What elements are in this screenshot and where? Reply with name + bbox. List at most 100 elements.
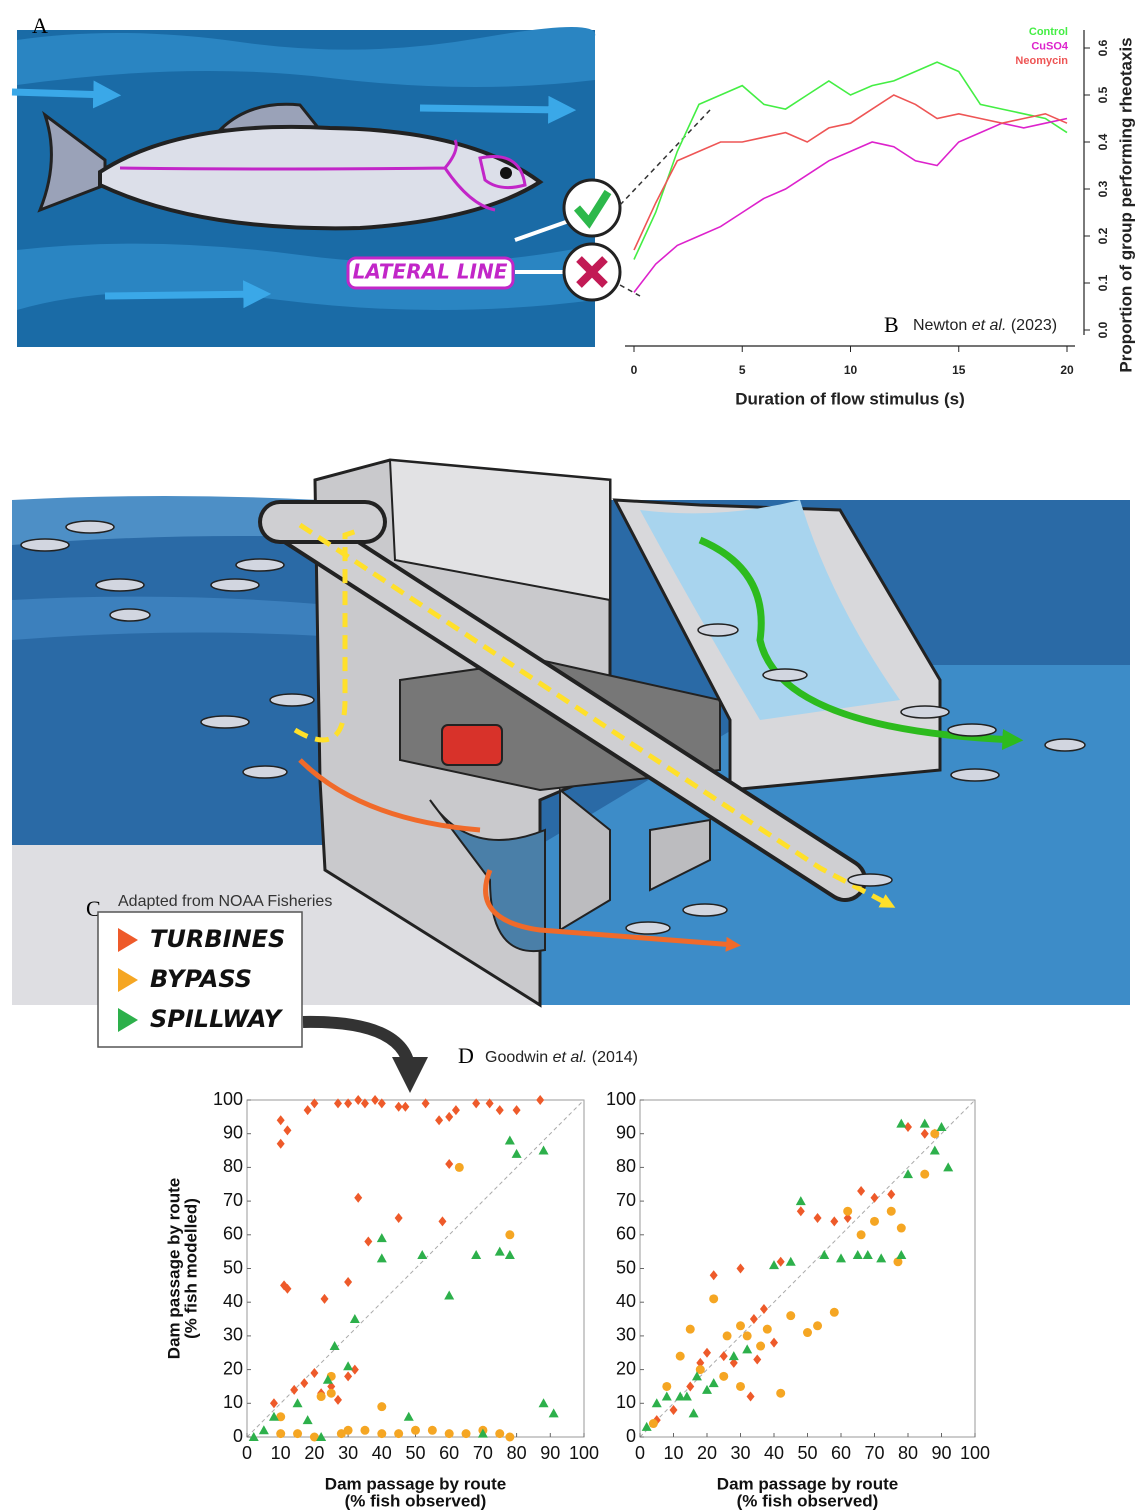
- series-line: [634, 62, 1067, 259]
- x-tick-label: 50: [405, 1443, 425, 1463]
- x-tick-label: 0: [631, 363, 638, 377]
- point: [736, 1321, 745, 1330]
- y-tick-label: 30: [616, 1325, 636, 1345]
- point: [411, 1426, 420, 1435]
- point: [830, 1308, 839, 1317]
- x-tick-label: 10: [844, 363, 858, 377]
- citation-etal: et al.: [972, 317, 1007, 334]
- y-tick-label: 100: [606, 1089, 636, 1109]
- eye: [500, 167, 512, 179]
- point: [676, 1352, 685, 1361]
- point: [736, 1382, 745, 1391]
- y-tick-label: 10: [616, 1392, 636, 1412]
- y-tick-label: 40: [616, 1291, 636, 1311]
- point: [887, 1207, 896, 1216]
- point: [662, 1382, 671, 1391]
- panel-label: A: [32, 13, 48, 38]
- x-tick-label: 50: [797, 1443, 817, 1463]
- x-tick-label: 20: [304, 1443, 324, 1463]
- x-tick-label: 80: [507, 1443, 527, 1463]
- point: [686, 1325, 695, 1334]
- x-tick-label: 20: [1060, 363, 1074, 377]
- panel-label: D: [458, 1043, 474, 1068]
- x-tick-label: 15: [952, 363, 966, 377]
- point: [462, 1429, 471, 1438]
- y-axis-title: (% fish modelled): [181, 1198, 200, 1339]
- flow-arrow: [12, 92, 110, 95]
- citation-year: (2023): [1011, 317, 1057, 334]
- point: [897, 1224, 906, 1233]
- legend-label: Control: [1029, 26, 1068, 38]
- point: [394, 1429, 403, 1438]
- y-tick-label: 50: [616, 1257, 636, 1277]
- x-tick-label: 40: [372, 1443, 392, 1463]
- series-line: [634, 119, 1067, 293]
- y-tick-label: 20: [616, 1358, 636, 1378]
- point: [505, 1230, 514, 1239]
- point: [455, 1163, 464, 1172]
- y-tick-label: 0.3: [1096, 180, 1110, 197]
- x-tick-label: 0: [242, 1443, 252, 1463]
- x-tick-label: 0: [635, 1443, 645, 1463]
- connector-dashed: [620, 110, 710, 296]
- point: [743, 1331, 752, 1340]
- point: [786, 1311, 795, 1320]
- y-tick-label: 0.5: [1096, 86, 1110, 103]
- y-tick-label: 90: [223, 1122, 243, 1142]
- y-tick-label: 0.1: [1096, 274, 1110, 291]
- x-tick-label: 70: [473, 1443, 493, 1463]
- y-tick-label: 70: [223, 1190, 243, 1210]
- point: [857, 1230, 866, 1239]
- point: [763, 1325, 772, 1334]
- y-tick-label: 70: [616, 1190, 636, 1210]
- point: [756, 1342, 765, 1351]
- pointer-arrow: [303, 1022, 410, 1075]
- y-tick-label: 80: [616, 1156, 636, 1176]
- citation-etal: et al.: [553, 1049, 588, 1066]
- x-tick-label: 10: [663, 1443, 683, 1463]
- x-axis-title: (% fish observed): [345, 1491, 487, 1510]
- y-tick-label: 90: [616, 1122, 636, 1142]
- x-tick-label: 90: [540, 1443, 560, 1463]
- panel-label: B: [884, 312, 899, 337]
- point: [649, 1419, 658, 1428]
- point: [293, 1429, 302, 1438]
- point: [377, 1429, 386, 1438]
- y-tick-label: 50: [223, 1257, 243, 1277]
- generator: [442, 725, 502, 765]
- legend-label: SPILLWAY: [150, 1005, 284, 1033]
- legend-label: TURBINES: [150, 925, 285, 953]
- x-axis-title: Duration of flow stimulus (s): [735, 389, 965, 408]
- y-tick-label: 0.6: [1096, 39, 1110, 56]
- point: [360, 1426, 369, 1435]
- point: [709, 1294, 718, 1303]
- point: [776, 1389, 785, 1398]
- x-tick-label: 20: [697, 1443, 717, 1463]
- point: [337, 1429, 346, 1438]
- citation-year: (2014): [592, 1049, 638, 1066]
- lateral-line-label: LATERAL LINE: [353, 260, 508, 284]
- x-tick-label: 30: [338, 1443, 358, 1463]
- x-tick-label: 60: [439, 1443, 459, 1463]
- y-tick-label: 0.0: [1096, 321, 1110, 338]
- point: [843, 1207, 852, 1216]
- y-tick-label: 0.2: [1096, 227, 1110, 244]
- y-axis-title: Proportion of group performing rheotaxis: [1116, 37, 1135, 372]
- x-tick-label: 100: [569, 1443, 599, 1463]
- y-tick-label: 0: [626, 1426, 636, 1446]
- check-icon: [564, 180, 620, 236]
- y-tick-label: 0.4: [1096, 133, 1110, 150]
- flow-arrow: [105, 294, 260, 296]
- point: [317, 1392, 326, 1401]
- y-tick-label: 80: [223, 1156, 243, 1176]
- point: [428, 1426, 437, 1435]
- y-tick-label: 60: [223, 1224, 243, 1244]
- point: [870, 1217, 879, 1226]
- legend-label: CuSO4: [1031, 40, 1069, 52]
- point: [377, 1402, 386, 1411]
- x-tick-label: 10: [271, 1443, 291, 1463]
- point: [719, 1372, 728, 1381]
- point: [803, 1328, 812, 1337]
- y-tick-label: 60: [616, 1224, 636, 1244]
- point: [723, 1331, 732, 1340]
